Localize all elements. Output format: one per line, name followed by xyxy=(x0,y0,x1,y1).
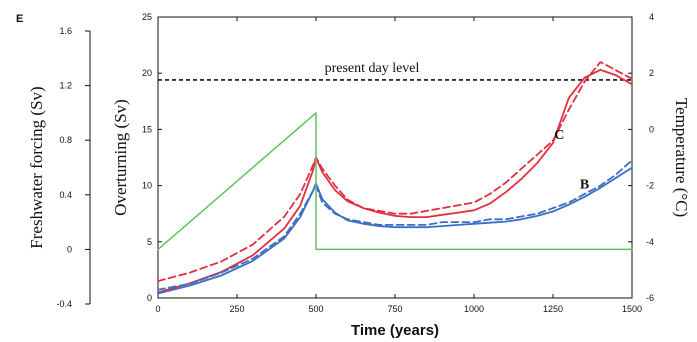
freshwater-tick-label: 1.6 xyxy=(59,26,72,36)
freshwater-tick-label: 1.2 xyxy=(59,81,72,91)
series-line-b xyxy=(157,166,633,295)
freshwater-tick-label: 0 xyxy=(67,244,72,254)
present-day-label: present day level xyxy=(325,61,420,76)
x-tick-label: 750 xyxy=(387,304,402,314)
freshwater-tick-label: -0.4 xyxy=(56,299,72,309)
x-tick-label: 1000 xyxy=(464,304,484,314)
temperature-tick-label: -2 xyxy=(646,181,654,191)
series-label-c: C xyxy=(554,128,564,143)
x-tick-label: 250 xyxy=(229,304,244,314)
overturning-axis-title: Overturning (Sv) xyxy=(111,99,130,216)
temperature-tick-label: -4 xyxy=(646,237,654,247)
panel-label: E xyxy=(16,13,23,25)
plot-frame xyxy=(157,16,633,299)
temperature-axis-title: Temperature (°C) xyxy=(672,98,691,217)
series-layer xyxy=(157,61,633,295)
x-axis-title: Time (years) xyxy=(351,322,439,339)
x-tick-label: 0 xyxy=(155,304,160,314)
series-line-c xyxy=(157,68,633,294)
temperature-tick-label: -6 xyxy=(646,293,654,303)
overturning-tick-label: 5 xyxy=(147,237,152,247)
overturning-tick-label: 25 xyxy=(142,12,152,22)
reference-layer: present day level xyxy=(158,61,632,81)
x-tick-label: 1250 xyxy=(543,304,563,314)
freshwater-tick-label: 0.8 xyxy=(59,135,72,145)
temperature-tick-label: 4 xyxy=(649,12,654,22)
overturning-tick-label: 15 xyxy=(142,124,152,134)
overturning-tick-label: 10 xyxy=(142,181,152,191)
temperature-tick-label: 2 xyxy=(649,68,654,78)
x-tick-label: 1500 xyxy=(622,304,642,314)
freshwater-axis-title: Freshwater forcing (Sv) xyxy=(27,86,46,248)
overturning-tick-label: 0 xyxy=(147,293,152,303)
temperature-tick-label: 0 xyxy=(649,124,654,134)
freshwater-tick-label: 0.4 xyxy=(59,190,72,200)
series-label-b: B xyxy=(580,177,589,192)
overturning-tick-label: 20 xyxy=(142,68,152,78)
series-line-temperature-1 xyxy=(157,61,633,283)
x-tick-label: 500 xyxy=(308,304,323,314)
series-line-freshwater-4 xyxy=(157,112,633,251)
series-line-temperature-3 xyxy=(157,159,633,291)
label-layer: E C B xyxy=(16,13,589,192)
